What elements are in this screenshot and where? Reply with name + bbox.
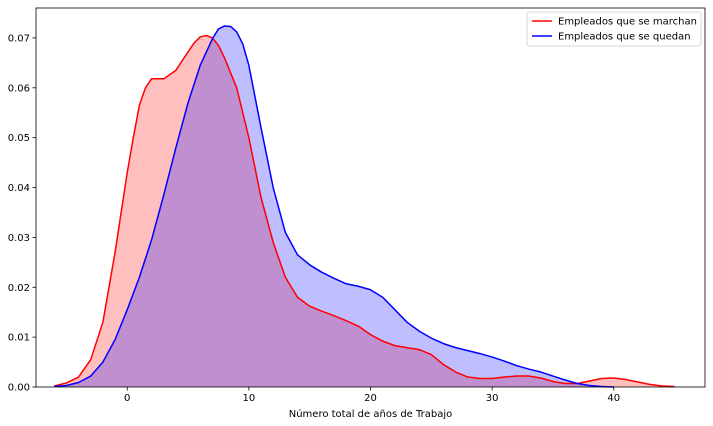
y-axis: 0.00 0.01 0.02 0.03 0.04 0.05 0.06 0.07 <box>8 33 36 394</box>
y-tick-label-0: 0.00 <box>8 383 30 394</box>
x-axis-label: Número total de años de Trabajo <box>289 408 453 420</box>
y-tick-label-6: 0.06 <box>8 83 30 94</box>
y-tick-label-2: 0.02 <box>8 283 30 294</box>
x-tick-label-3: 30 <box>486 393 499 404</box>
y-tick-label-7: 0.07 <box>8 33 30 44</box>
series-area-1 <box>54 25 614 387</box>
y-tick-label-1: 0.01 <box>8 333 30 344</box>
x-tick-label-0: 0 <box>124 393 130 404</box>
x-tick-label-1: 10 <box>242 393 255 404</box>
series-area-0 <box>54 35 675 388</box>
series-line-1 <box>54 25 614 388</box>
legend-label-marchan: Empleados que se marchan <box>558 17 697 28</box>
x-tick-label-2: 20 <box>364 393 377 404</box>
y-tick-label-5: 0.05 <box>8 133 30 144</box>
y-tick-label-3: 0.03 <box>8 233 30 244</box>
series-line-0 <box>54 34 675 388</box>
x-axis: 0 10 20 30 40 <box>124 387 620 404</box>
x-tick-label-4: 40 <box>607 393 620 404</box>
legend-label-quedan: Empleados que se quedan <box>558 32 691 43</box>
legend: Empleados que se marchan Empleados que s… <box>526 11 702 47</box>
legend-box <box>526 11 702 47</box>
series-layer <box>54 25 675 388</box>
y-tick-label-4: 0.04 <box>8 183 30 194</box>
